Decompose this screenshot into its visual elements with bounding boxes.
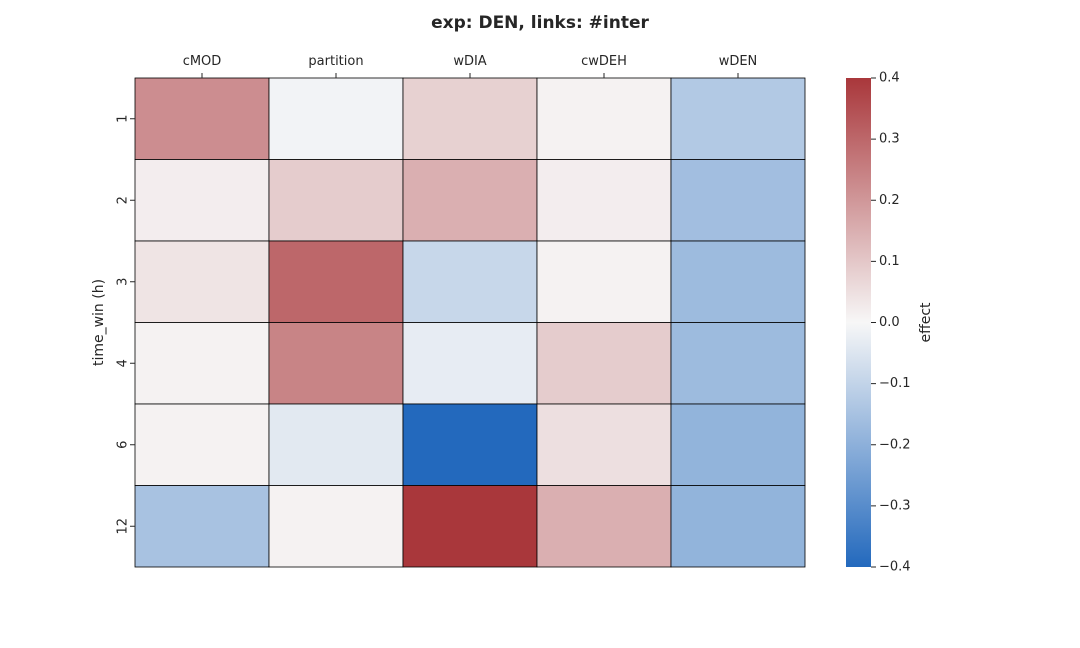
heatmap-cell-r1-wDEN [670, 77, 806, 160]
heatmap-cell-r6-partition [268, 403, 404, 486]
colorbar: 0.4 0.3 0.2 0.1 0.0 −0.1 −0.2 −0.3 −0.4 effect [846, 71, 934, 575]
column-tick-label: cwDEH [581, 54, 627, 69]
colorbar-tick-label: 0.3 [879, 132, 900, 147]
chart-title: exp: DEN, links: #inter [431, 13, 649, 33]
heatmap-cell-r2-wDEN [670, 159, 806, 242]
heatmap-cell-r3-partition [268, 240, 404, 323]
column-ticks: cMOD partition wDIA cwDEH wDEN [183, 54, 758, 78]
row-tick-label: 1 [116, 115, 131, 123]
heatmap-cell-r2-cwDEH [536, 159, 672, 242]
column-tick-label: partition [308, 54, 363, 69]
colorbar-tick-label: −0.1 [879, 376, 911, 391]
colorbar-tick-label: 0.1 [879, 254, 900, 269]
heatmap-cell-r3-cwDEH [536, 240, 672, 323]
heatmap-cell-r12-wDIA [402, 485, 538, 568]
heatmap-cells [134, 77, 806, 568]
row-tick-label: 6 [116, 441, 131, 449]
colorbar-tick-label: 0.4 [879, 71, 900, 86]
heatmap-cell-r3-wDEN [670, 240, 806, 323]
heatmap-cell-r4-cwDEH [536, 322, 672, 405]
heatmap-cell-r12-cMOD [134, 485, 270, 568]
heatmap-cell-r1-cwDEH [536, 77, 672, 160]
column-tick-label: wDIA [453, 54, 486, 69]
column-tick-label: wDEN [719, 54, 758, 69]
heatmap-cell-r12-cwDEH [536, 485, 672, 568]
heatmap-cell-r6-wDEN [670, 403, 806, 486]
heatmap-cell-r12-wDEN [670, 485, 806, 568]
heatmap-cell-r2-cMOD [134, 159, 270, 242]
heatmap-cell-r1-partition [268, 77, 404, 160]
colorbar-tick-label: 0.2 [879, 193, 900, 208]
row-tick-label: 12 [116, 518, 131, 535]
heatmap-cell-r12-partition [268, 485, 404, 568]
heatmap-cell-r4-wDEN [670, 322, 806, 405]
y-axis-label: time_win (h) [91, 279, 107, 366]
heatmap-cell-r3-wDIA [402, 240, 538, 323]
heatmap-cell-r6-cMOD [134, 403, 270, 486]
heatmap-cell-r6-wDIA [402, 403, 538, 486]
colorbar-tick-label: −0.4 [879, 560, 911, 575]
column-tick-label: cMOD [183, 54, 222, 69]
heatmap-cell-r6-cwDEH [536, 403, 672, 486]
colorbar-tick-label: 0.0 [879, 315, 900, 330]
colorbar-tick-label: −0.2 [879, 437, 911, 452]
row-tick-label: 3 [116, 278, 131, 286]
heatmap-cell-r4-wDIA [402, 322, 538, 405]
heatmap-cell-r2-wDIA [402, 159, 538, 242]
heatmap-cell-r3-cMOD [134, 240, 270, 323]
colorbar-label: effect [918, 302, 934, 343]
heatmap-cell-r4-partition [268, 322, 404, 405]
row-tick-label: 4 [116, 359, 131, 367]
heatmap-cell-r2-partition [268, 159, 404, 242]
heatmap-cell-r4-cMOD [134, 322, 270, 405]
colorbar-tick-label: −0.3 [879, 498, 911, 513]
heatmap-cell-r1-wDIA [402, 77, 538, 160]
heatmap-cell-r1-cMOD [134, 77, 270, 160]
row-tick-label: 2 [116, 196, 131, 204]
colorbar-gradient [846, 78, 871, 567]
